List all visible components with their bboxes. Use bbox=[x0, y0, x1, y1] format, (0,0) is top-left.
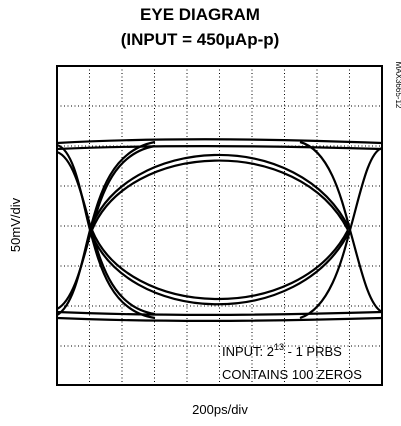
grid bbox=[57, 66, 382, 385]
figure-id: MAX3665-12 bbox=[394, 62, 401, 109]
plot-frame bbox=[57, 66, 382, 385]
annotation-text: - 1 PRBS bbox=[284, 344, 342, 359]
chart: EYE DIAGRAM (INPUT = 450µAp-p) MAX3665-1… bbox=[0, 0, 401, 426]
y-axis-label: 50mV/div bbox=[8, 197, 23, 252]
annotation: INPUT: 213 - 1 PRBS bbox=[222, 342, 342, 359]
annotation: CONTAINS 100 ZEROS bbox=[222, 367, 362, 382]
annotation-superscript: 13 bbox=[274, 342, 284, 352]
annotation-text: INPUT: 2 bbox=[222, 344, 274, 359]
chart-title: EYE DIAGRAM bbox=[140, 5, 260, 24]
x-axis-label: 200ps/div bbox=[192, 402, 248, 417]
chart-title: (INPUT = 450µAp-p) bbox=[121, 30, 280, 49]
